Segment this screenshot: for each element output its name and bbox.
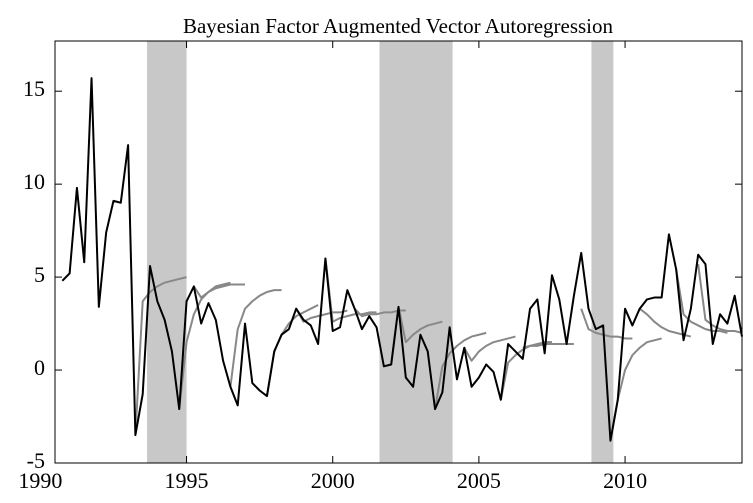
series-line [675,269,728,334]
series-line [134,276,187,436]
y-tick-label: 0 [34,355,45,380]
series-line [434,331,487,410]
x-tick-label: 2005 [457,468,501,493]
y-tick-label: 5 [34,262,45,287]
series-line [193,283,246,299]
plot-area [61,41,743,463]
series-line [324,258,377,323]
chart-title: Bayesian Factor Augmented Vector Autoreg… [183,14,614,38]
series-line [61,77,743,442]
x-tick-label: 1990 [18,468,62,493]
y-tick-label: -5 [27,448,45,473]
series-line [229,289,282,387]
series-line [580,308,633,340]
series-line [463,335,516,362]
series-line [697,263,743,334]
x-tick-label: 2000 [311,468,355,493]
plot-frame [54,40,743,464]
shaded-region [591,41,614,463]
x-tick-label: 2010 [603,468,647,493]
y-tick-label: 15 [23,76,45,101]
y-tick-label: 10 [23,169,45,194]
series-line [178,281,231,410]
shaded-region [379,41,453,463]
x-tick-label: 1995 [165,468,209,493]
